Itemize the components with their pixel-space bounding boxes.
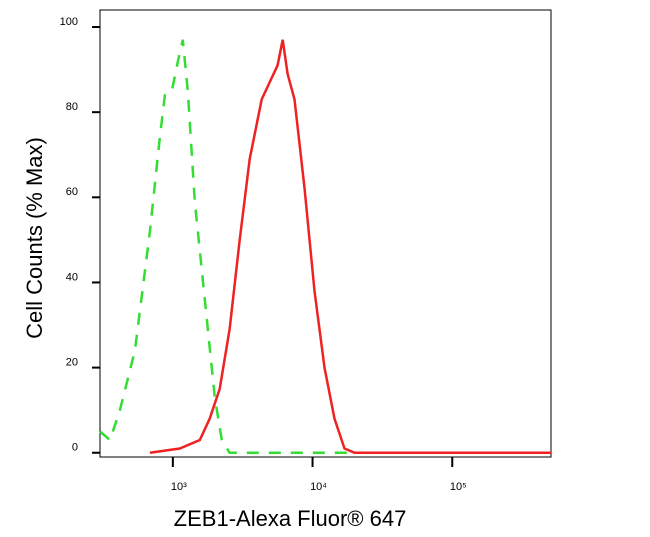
y-axis-label: Cell Counts (% Max) (22, 137, 47, 339)
x-tick-label: 10³ (171, 481, 187, 493)
y-tick-label: 20 (66, 357, 78, 369)
x-tick-label: 10⁵ (450, 481, 467, 493)
x-tick-label: 10⁴ (310, 481, 327, 493)
plot-frame (99, 9, 552, 458)
y-tick-label: 60 (66, 186, 78, 198)
series-line (149, 39, 551, 454)
y-tick-label: 80 (66, 101, 78, 113)
y-tick-label: 100 (60, 16, 78, 28)
y-tick-label: 40 (66, 271, 78, 283)
x-axis-label: ZEB1-Alexa Fluor® 647 (174, 506, 407, 531)
series-line (99, 39, 551, 454)
y-tick-label: 0 (72, 442, 78, 454)
